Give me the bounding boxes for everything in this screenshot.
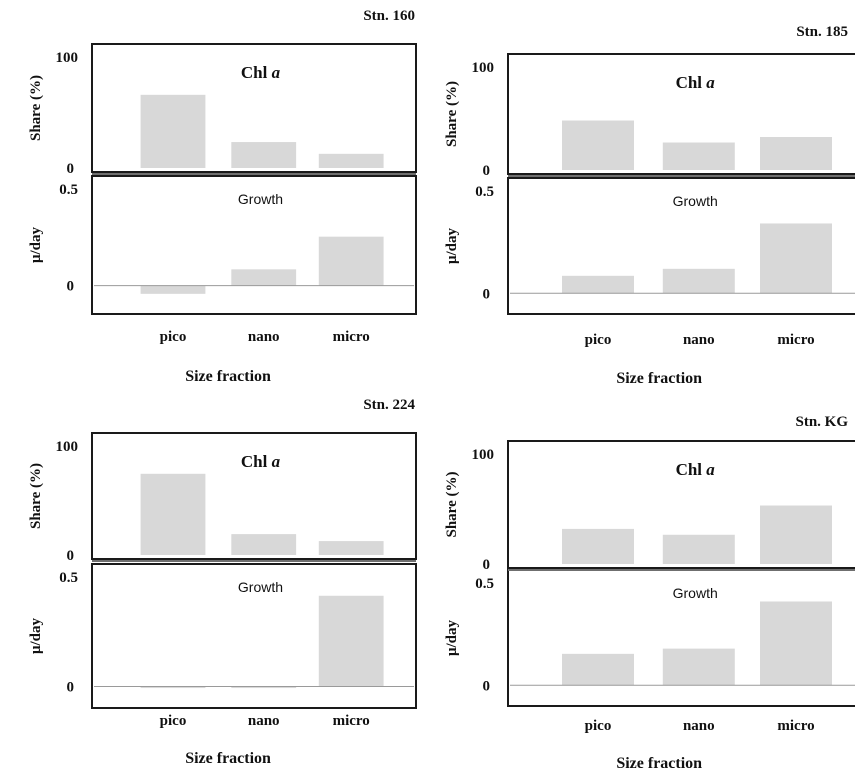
growth-panel: Growth 0.5 0 μ/day — [444, 177, 855, 315]
x-axis-label: Size fraction — [185, 750, 271, 767]
bar-micro — [318, 153, 384, 168]
y-tick-label: 100 — [56, 50, 79, 66]
bar-micro — [760, 601, 832, 686]
panel-frame — [91, 175, 417, 315]
chl-a-panel: Chl a 100 0 Share (%) — [28, 432, 417, 564]
panel-label: Growth — [673, 193, 718, 209]
category-label: pico — [160, 329, 187, 345]
category-label: pico — [160, 713, 187, 729]
chart-2: Stn. 185 Chl a 100 0 Share (%) Growth 0.5 0 μ/da… — [444, 24, 855, 387]
bar-pico — [562, 120, 634, 170]
growth-panel: Growth 0.5 0 μ/day — [28, 175, 417, 315]
station-label: Stn. KG — [795, 414, 848, 430]
y-tick-label: 0.5 — [59, 182, 78, 198]
growth-panel: Growth 0.5 0 μ/day — [28, 563, 417, 709]
station-label: Stn. 160 — [363, 8, 415, 24]
panel-frame — [507, 177, 855, 315]
station-label: Stn. 185 — [796, 24, 848, 40]
y-tick-label: 0 — [483, 286, 491, 302]
panel-frame — [91, 432, 417, 560]
x-axis-label: Size fraction — [616, 755, 702, 772]
y-tick-label: 0 — [67, 161, 75, 177]
y-tick-label: 0 — [483, 557, 491, 573]
y-tick-label: 0 — [483, 678, 491, 694]
bar-micro — [760, 223, 832, 294]
bar-nano — [662, 268, 735, 294]
y-tick-label: 0.5 — [475, 576, 494, 592]
bar-micro — [318, 595, 384, 687]
bar-pico — [140, 473, 206, 555]
chl-a-panel: Chl a 100 0 Share (%) — [28, 43, 417, 177]
station-label: Stn. 224 — [363, 397, 415, 413]
bar-nano — [662, 534, 735, 564]
bar-nano — [231, 269, 297, 286]
y-axis-label: μ/day — [28, 617, 44, 654]
y-tick-label: 100 — [472, 60, 495, 76]
bar-micro — [760, 505, 832, 564]
category-label: micro — [333, 329, 370, 345]
bar-nano — [662, 142, 735, 170]
y-tick-label: 0 — [483, 163, 491, 179]
panel-frame — [91, 43, 417, 173]
y-tick-label: 0 — [67, 279, 75, 295]
bar-nano — [662, 648, 735, 686]
category-label: pico — [585, 332, 612, 348]
growth-panel: Growth 0.5 0 μ/day — [444, 569, 855, 707]
x-axis-label: Size fraction — [616, 370, 702, 387]
bar-pico — [140, 94, 206, 168]
x-axis-label: Size fraction — [185, 368, 271, 385]
bar-micro — [318, 236, 384, 286]
y-axis-label: Share (%) — [444, 81, 460, 147]
y-tick-label: 100 — [56, 439, 79, 455]
bar-pico — [140, 285, 206, 294]
y-tick-label: 0 — [67, 680, 75, 696]
y-axis-label: μ/day — [444, 619, 460, 656]
y-tick-label: 0.5 — [475, 184, 494, 200]
panel-label: Chl a — [241, 452, 281, 471]
category-label: nano — [683, 718, 715, 734]
panel-label: Growth — [238, 191, 283, 207]
bar-micro — [318, 541, 384, 555]
chl-a-panel: Chl a 100 0 Share (%) — [444, 53, 855, 179]
panel-label: Chl a — [241, 63, 281, 82]
y-tick-label: 0.5 — [59, 570, 78, 586]
bar-micro — [760, 137, 832, 170]
panel-label: Growth — [238, 579, 283, 595]
bar-pico — [140, 686, 206, 689]
category-label: nano — [683, 332, 715, 348]
bar-pico — [562, 275, 634, 294]
bar-pico — [562, 528, 634, 564]
panel-frame — [507, 440, 855, 569]
category-label: micro — [333, 713, 370, 729]
y-tick-label: 100 — [472, 447, 495, 463]
y-axis-label: Share (%) — [28, 463, 44, 529]
bar-nano — [231, 142, 297, 168]
chart-1: Stn. 160 Chl a 100 0 Share (%) Growth 0.5 0 μ/da… — [28, 8, 417, 385]
y-axis-label: Share (%) — [28, 75, 44, 141]
category-label: micro — [777, 718, 814, 734]
bar-pico — [562, 653, 634, 686]
panel-label: Chl a — [676, 460, 716, 479]
panel-frame — [507, 53, 855, 175]
panel-label: Chl a — [676, 73, 716, 92]
y-tick-label: 0 — [67, 548, 75, 564]
category-label: nano — [248, 713, 280, 729]
panel-label: Growth — [673, 585, 718, 601]
category-label: nano — [248, 329, 280, 345]
y-axis-label: Share (%) — [444, 472, 460, 538]
chart-3: Stn. 224 Chl a 100 0 Share (%) Growth 0.5 0 μ/da… — [28, 397, 417, 767]
category-label: pico — [585, 718, 612, 734]
bar-nano — [231, 686, 297, 689]
chl-a-panel: Chl a 100 0 Share (%) — [444, 440, 855, 573]
category-label: micro — [777, 332, 814, 348]
bar-nano — [231, 534, 297, 555]
y-axis-label: μ/day — [444, 227, 460, 264]
panel-frame — [91, 563, 417, 709]
y-axis-label: μ/day — [28, 226, 44, 263]
chart-4: Stn. KG Chl a 100 0 Share (%) Growth 0.5 0 μ/day… — [444, 414, 855, 772]
